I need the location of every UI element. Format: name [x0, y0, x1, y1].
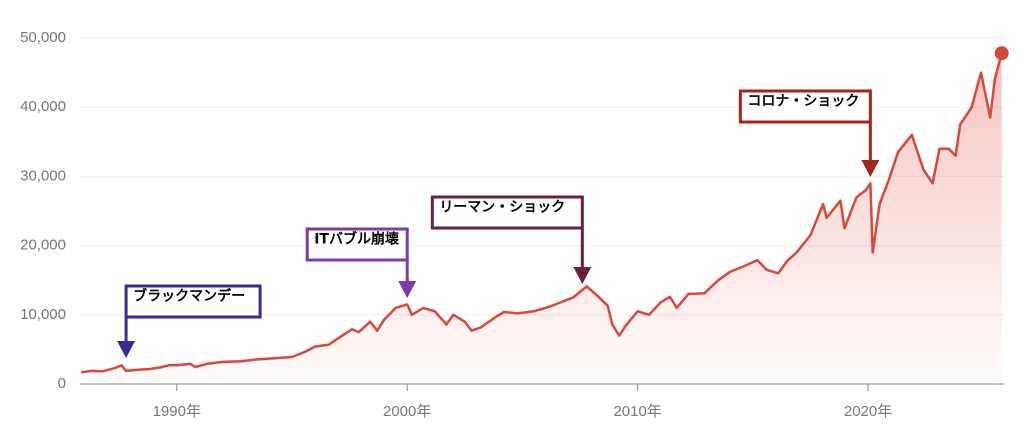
y-tick-label: 40,000 — [20, 98, 66, 115]
annotation-box — [124, 284, 262, 319]
annotation-arrowhead — [398, 281, 417, 298]
x-tick-label: 2020年 — [844, 403, 892, 420]
annotation-box — [738, 89, 872, 124]
annotation-arrowhead — [573, 267, 592, 284]
y-tick-label: 20,000 — [20, 237, 66, 254]
annotation-arrowhead — [117, 341, 136, 358]
line — [81, 52, 1003, 374]
y-tick-label: 50,000 — [20, 29, 66, 46]
last-point — [994, 46, 1009, 61]
annotation-label: リーマン・ショック — [439, 200, 565, 216]
area — [81, 53, 1002, 384]
annotation-box — [430, 195, 584, 230]
y-tick-label: 10,000 — [20, 306, 66, 323]
x-tick-label: 2000年 — [383, 403, 431, 420]
annotation-arrowhead — [861, 160, 880, 177]
x-tick-label: 2010年 — [613, 403, 661, 420]
annotation-box — [305, 227, 409, 262]
x-tick-label: 1990年 — [153, 403, 201, 420]
y-tick-label: 0 — [58, 375, 66, 392]
annotation-label: ブラックマンデー — [133, 288, 245, 305]
annotation-label: ITバブル崩壊 — [314, 231, 400, 248]
y-tick-label: 30,000 — [20, 167, 66, 184]
annotation-label: コロナ・ショック — [747, 94, 859, 110]
